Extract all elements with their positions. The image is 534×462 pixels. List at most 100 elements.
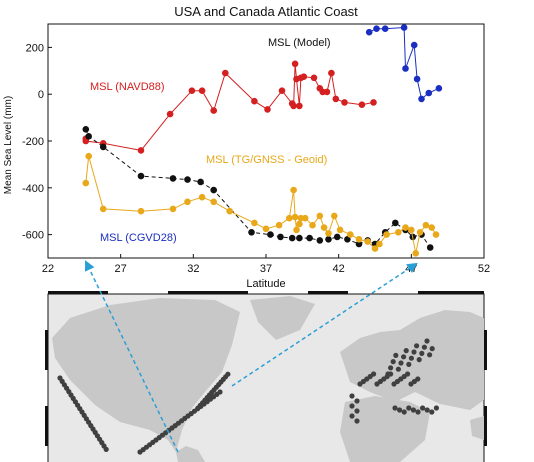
y-tick-label: -400 [22, 183, 44, 195]
data-point [210, 107, 217, 114]
pointer-arrow-south [84, 260, 179, 453]
map-border-bar [168, 291, 248, 294]
y-axis-label: Mean Sea Level (mm) [3, 96, 14, 194]
station-dot [217, 389, 223, 395]
data-point [99, 205, 107, 213]
station-dot [349, 403, 355, 409]
world-map-inset [45, 291, 487, 462]
map-border-bar [418, 291, 484, 294]
data-point [364, 238, 372, 245]
data-point [198, 193, 206, 201]
station-dot [395, 366, 401, 372]
data-point [413, 75, 421, 83]
station-dot [385, 371, 391, 377]
data-point [137, 147, 145, 154]
data-point [355, 240, 363, 248]
data-point [371, 245, 379, 252]
station-dot [421, 344, 427, 350]
station-dot [419, 350, 425, 356]
data-point [428, 224, 436, 231]
series-label: MSL (NAVD88) [90, 81, 165, 93]
data-point [316, 237, 324, 244]
data-point [290, 186, 297, 194]
data-point [426, 244, 434, 251]
data-point [325, 236, 332, 243]
data-point [316, 212, 324, 220]
data-point [210, 186, 217, 194]
station-dot [401, 354, 407, 360]
data-point [336, 226, 344, 234]
x-tick-label: 37 [260, 263, 272, 275]
data-point [169, 175, 177, 182]
series-line [85, 129, 431, 248]
data-point [184, 176, 191, 183]
station-dot [397, 407, 403, 413]
map-border-bar [308, 291, 348, 294]
data-point [169, 205, 177, 213]
data-point [82, 126, 90, 133]
station-dot [354, 418, 360, 424]
data-point [331, 212, 338, 220]
x-tick-label: 52 [478, 263, 490, 275]
data-point [328, 69, 335, 77]
station-dot [393, 352, 399, 358]
data-point [402, 65, 409, 72]
data-point [300, 73, 308, 80]
data-point [197, 178, 204, 186]
station-dot [354, 408, 360, 414]
station-dot [427, 352, 433, 358]
data-point [291, 213, 299, 221]
data-point [425, 89, 433, 97]
data-point [422, 221, 430, 229]
x-tick-label: 27 [115, 263, 127, 275]
data-point [166, 110, 174, 118]
data-point [296, 102, 303, 110]
series-label: MSL (TG/GNSS - Geoid) [206, 154, 327, 166]
station-dot [354, 398, 360, 404]
data-point [248, 229, 255, 236]
data-point [251, 219, 258, 227]
y-tick-label: -200 [22, 136, 44, 148]
station-dot [392, 405, 398, 411]
data-point [408, 226, 415, 234]
data-point [435, 85, 443, 92]
series-1: MSL (Model) [82, 37, 434, 251]
map-border-bar [48, 291, 108, 294]
data-point [358, 101, 366, 108]
data-point [332, 95, 340, 103]
data-point [410, 41, 418, 49]
series-line [368, 26, 440, 100]
data-point [251, 97, 258, 105]
data-point [137, 207, 145, 215]
data-point [400, 24, 408, 31]
map-landmass [52, 298, 240, 452]
data-point [293, 226, 300, 234]
map-landmass [470, 416, 484, 440]
data-point [288, 234, 296, 242]
station-dot [424, 407, 430, 413]
station-dot [405, 371, 411, 377]
map-landmass [340, 396, 430, 462]
station-dot [406, 361, 412, 367]
data-point [226, 207, 233, 215]
data-point [290, 102, 297, 110]
data-point [309, 221, 316, 229]
data-point [85, 133, 92, 140]
map-border-bar [45, 406, 48, 446]
map-border-bar [484, 406, 487, 446]
data-point [323, 88, 331, 96]
data-point [99, 143, 107, 151]
station-dot [411, 349, 417, 355]
pointer-arrow-north [231, 262, 418, 387]
data-point [278, 87, 286, 94]
station-dot [415, 409, 421, 415]
data-point [296, 234, 303, 242]
map-border-bar [45, 330, 48, 370]
data-point [310, 74, 318, 82]
data-point [370, 99, 377, 106]
data-point [267, 231, 274, 238]
station-dot [416, 357, 422, 363]
map-landmass [250, 296, 315, 340]
